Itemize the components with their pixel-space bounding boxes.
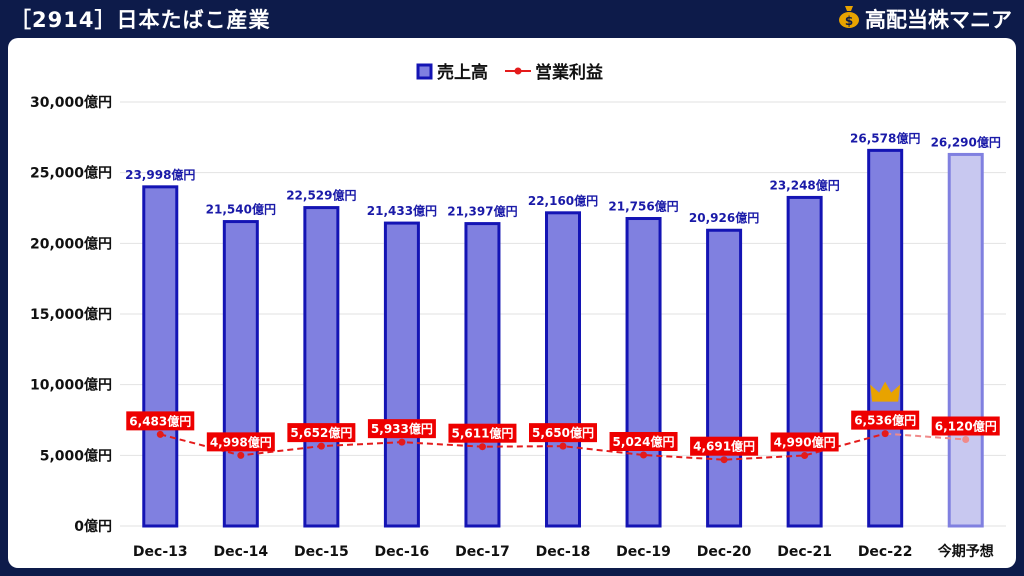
operating-profit-value-label: 5,652億円 [290, 425, 352, 440]
revenue-bar [142, 185, 179, 528]
revenue-value-label: 20,926億円 [689, 210, 759, 225]
operating-profit-point [156, 430, 164, 438]
operating-profit-forecast-path [885, 432, 966, 441]
operating-profit-line-path [160, 432, 886, 461]
operating-profit-point [881, 430, 889, 438]
x-tick-label: 今期予想 [937, 543, 994, 560]
x-tick-label: Dec-18 [536, 544, 591, 560]
x-tick-label: Dec-17 [455, 544, 510, 560]
revenue-bar [545, 211, 581, 528]
operating-profit-label-box [126, 411, 195, 431]
revenue-bar [303, 206, 340, 528]
operating-profit-label-box [367, 419, 436, 439]
y-tick-label: 20,000億円 [30, 235, 112, 252]
operating-profit-value-label: 6,120億円 [935, 419, 997, 434]
operating-profit-label-box [770, 432, 839, 452]
operating-profit-value-label: 4,691億円 [693, 439, 755, 454]
x-tick-label: Dec-15 [294, 544, 349, 560]
bars-layer [142, 148, 984, 528]
page-title: ［2914］日本たばこ産業 [10, 8, 271, 32]
revenue-value-label: 22,160億円 [528, 193, 598, 208]
revenue-bar [464, 222, 501, 528]
operating-profit-point [801, 451, 809, 459]
operating-profit-label-box [690, 436, 759, 456]
operating-profit-value-label: 5,933億円 [371, 421, 433, 436]
operating-profit-value-label: 5,650億円 [532, 425, 594, 440]
y-tick-label: 10,000億円 [30, 377, 112, 394]
operating-profit-point [317, 442, 325, 450]
revenue-bar [786, 195, 823, 528]
operating-profit-point [398, 438, 406, 446]
operating-profit-value-label: 5,611億円 [451, 426, 513, 441]
revenue-value-label: 23,998億円 [125, 167, 195, 182]
chart-panel: 23,998億円 21,540億円 22,529億円 21,433億円 21,397億円… [8, 38, 1016, 568]
operating-profit-value-label: 4,998億円 [210, 434, 272, 449]
revenue-value-label: 22,529億円 [286, 188, 356, 203]
axis-labels: 0億円 5,000億円 10,000億円 15,000億円 20,000億円 25,000… [30, 94, 994, 560]
operating-profit-label-box [287, 423, 356, 443]
revenue-value-label: 21,397億円 [447, 204, 517, 219]
money-bag-icon: $ [838, 4, 860, 36]
operating-profit-point [559, 442, 567, 450]
operating-profit-point [478, 443, 486, 451]
y-tick-label: 5,000億円 [40, 447, 112, 464]
revenue-bar [706, 228, 743, 528]
operating-profit-label-box [529, 423, 597, 443]
x-tick-label: Dec-13 [133, 544, 188, 560]
legend-revenue-swatch [416, 63, 433, 80]
operating-profit-point [962, 436, 970, 444]
revenue-value-label: 21,540億円 [206, 202, 276, 217]
revenue-bar [947, 152, 984, 528]
revenue-value-label: 21,433億円 [367, 203, 437, 218]
x-tick-label: Dec-14 [213, 544, 268, 560]
revenue-value-label: 26,578億円 [850, 130, 920, 145]
brand-logo: $ 高配当株マニア [838, 5, 1012, 35]
brand-name: 高配当株マニア [865, 8, 1012, 32]
legend-revenue-label: 売上高 [437, 62, 488, 83]
x-tick-label: Dec-21 [777, 544, 832, 560]
svg-text:$: $ [845, 14, 853, 28]
revenue-bar [867, 148, 904, 528]
revenue-bar [222, 220, 259, 528]
operating-profit-point [237, 451, 245, 459]
operating-profit-label-box [448, 423, 517, 443]
revenue-value-label: 23,248億円 [769, 177, 839, 192]
x-tick-label: Dec-20 [697, 544, 752, 560]
y-tick-label: 0億円 [74, 518, 112, 535]
revenue-profit-chart: 23,998億円 21,540億円 22,529億円 21,433億円 21,397億円… [30, 62, 1006, 560]
revenue-value-label: 21,756億円 [608, 199, 678, 214]
operating-profit-label-box [931, 416, 1000, 436]
revenue-bar [383, 221, 420, 528]
operating-profit-value-label: 6,536億円 [854, 413, 916, 428]
legend-profit-marker [514, 67, 522, 75]
y-tick-label: 25,000億円 [30, 165, 112, 182]
operating-profit-line [156, 430, 970, 464]
operating-profit-label-box [206, 432, 275, 452]
legend: 売上高 営業利益 [416, 62, 603, 83]
operating-profit-label-box [609, 431, 678, 451]
crown-icon [870, 381, 901, 402]
x-tick-label: Dec-19 [616, 544, 671, 560]
revenue-value-label: 26,290億円 [931, 134, 1001, 149]
x-tick-label: Dec-22 [858, 544, 913, 560]
y-tick-label: 30,000億円 [30, 94, 112, 111]
operating-profit-point [640, 451, 648, 459]
x-tick-label: Dec-16 [375, 544, 430, 560]
operating-profit-value-label: 4,990億円 [774, 434, 836, 449]
operating-profit-value-label: 5,024億円 [613, 434, 675, 449]
y-tick-label: 15,000億円 [30, 306, 112, 323]
revenue-bar [625, 217, 662, 528]
operating-profit-value-label: 6,483億円 [129, 413, 191, 428]
operating-profit-label-box [851, 410, 920, 430]
operating-profit-point [720, 456, 728, 464]
legend-profit-label: 営業利益 [535, 62, 603, 83]
labels-layer: 23,998億円 21,540億円 22,529億円 21,433億円 21,397億円… [125, 130, 1001, 456]
